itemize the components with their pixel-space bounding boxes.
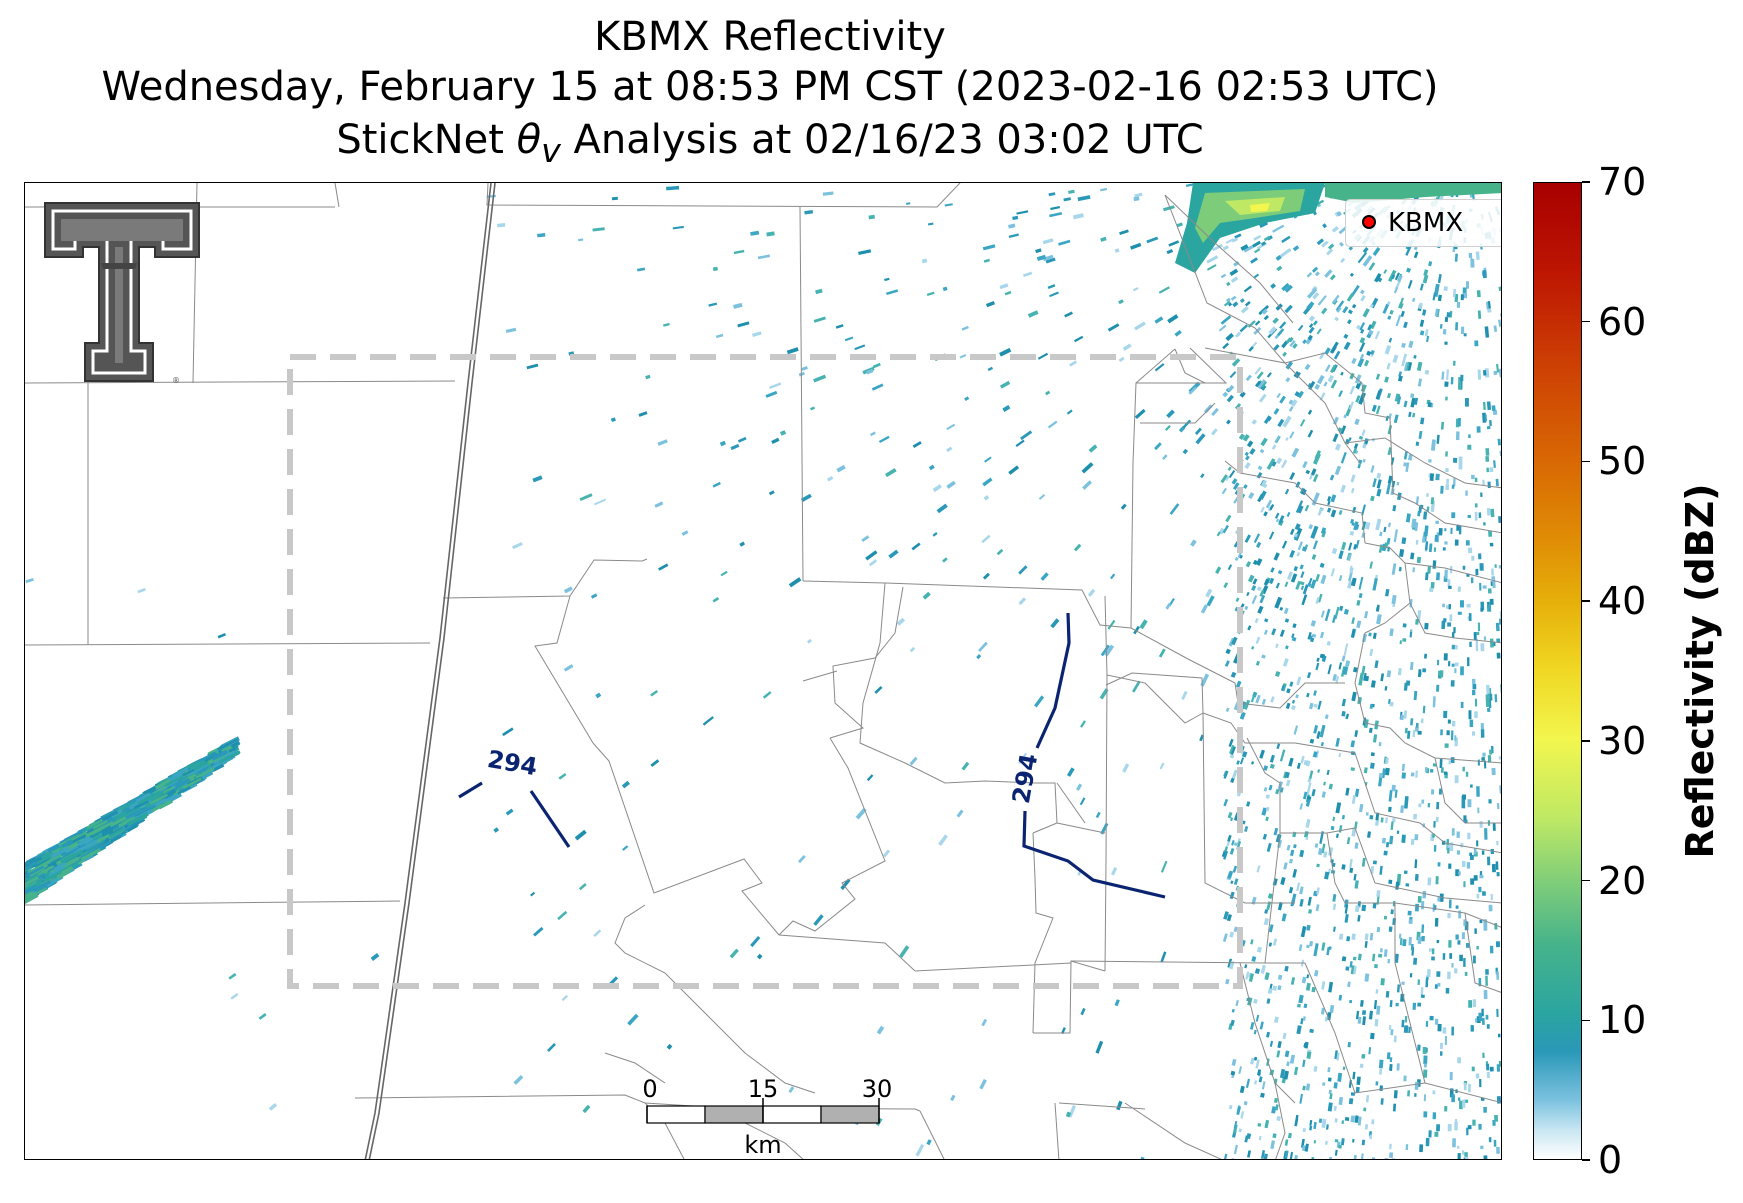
colorbar-tick-label: 70 <box>1598 160 1647 204</box>
county-boundaries <box>25 183 1501 1159</box>
state-border-line <box>364 183 496 1159</box>
colorbar-tick-label: 50 <box>1598 439 1647 484</box>
texas-tech-double-t-logo <box>44 202 200 382</box>
map-legend: KBMX <box>1345 199 1501 247</box>
colorbar-label: Reflectivity (dBZ) <box>1678 483 1722 859</box>
scale-tick-0: 0 <box>642 1075 657 1103</box>
scale-tick-15: 15 <box>748 1075 779 1103</box>
radar-site-marker-icon <box>1362 215 1376 229</box>
colorbar <box>1533 182 1582 1160</box>
radar-map[interactable]: 294 294 ® 0 15 30 km <box>24 182 1502 1160</box>
colorbar-tick-mark <box>1582 1019 1590 1022</box>
contour-label-west: 294 <box>485 745 539 781</box>
reflectivity-echoes <box>25 183 1501 1159</box>
colorbar-tick-mark <box>1582 879 1590 882</box>
colorbar-tick-label: 40 <box>1598 579 1647 624</box>
colorbar-tick-mark <box>1582 181 1590 183</box>
colorbar-tick-label: 30 <box>1598 718 1647 763</box>
colorbar-tick-mark <box>1582 460 1590 463</box>
chart-title-line-2: Wednesday, February 15 at 08:53 PM CST (… <box>101 64 1439 110</box>
svg-text:®: ® <box>172 376 180 385</box>
legend-label: KBMX <box>1388 208 1464 238</box>
theta-v-contour-west <box>458 781 571 848</box>
distance-scale-bar: 0 15 30 km <box>642 1075 892 1159</box>
analysis-domain-box <box>287 354 1243 989</box>
contour-label-east: 294 <box>1007 752 1043 806</box>
chart-title-line-3: StickNet θv Analysis at 02/16/23 03:02 U… <box>336 117 1204 170</box>
colorbar-tick-label: 60 <box>1598 299 1647 344</box>
colorbar-tick-label: 10 <box>1598 998 1647 1043</box>
theta-v-contour-east <box>1022 612 1166 899</box>
colorbar-tick-mark <box>1582 600 1590 602</box>
colorbar-tick-mark <box>1582 320 1590 323</box>
colorbar-tick-mark <box>1582 1159 1590 1161</box>
colorbar-tick-label: 20 <box>1598 858 1647 903</box>
colorbar-tick-mark <box>1582 740 1590 742</box>
scale-unit: km <box>744 1131 781 1159</box>
scale-tick-30: 30 <box>862 1075 893 1103</box>
chart-title-line-1: KBMX Reflectivity <box>594 14 946 60</box>
colorbar-tick-label: 0 <box>1598 1138 1623 1182</box>
